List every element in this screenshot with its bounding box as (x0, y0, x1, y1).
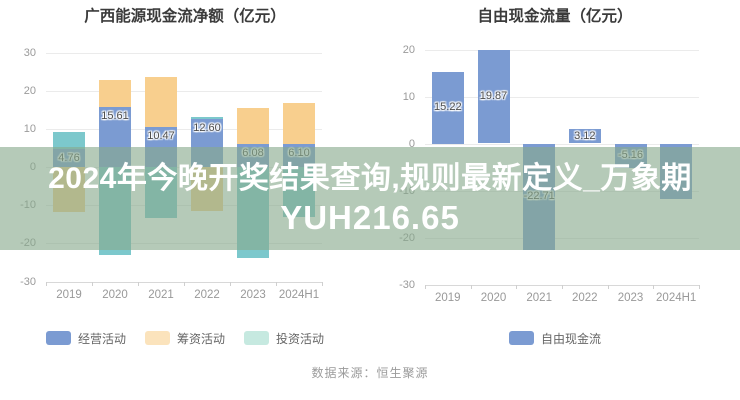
x-axis-tick (184, 281, 185, 286)
bar-value-label: 12.60 (193, 121, 221, 134)
x-axis-tick (276, 281, 277, 286)
watermark-text-line2: YUH216.65 (280, 198, 460, 236)
y-axis-tick-label: -30 (399, 278, 415, 291)
bar-segment-筹资活动 (145, 76, 177, 128)
right-chart-legend: 自由现金流 (370, 330, 740, 346)
y-axis-tick-label: -30 (20, 275, 36, 288)
legend-swatch (45, 331, 71, 345)
gridline (425, 143, 699, 145)
gridline (425, 96, 699, 98)
x-axis-category-label: 2021 (526, 291, 552, 304)
x-axis-tick (653, 284, 655, 289)
x-axis-category-label: 2021 (148, 288, 174, 301)
legend-item-投资活动: 投资活动 (244, 330, 324, 347)
x-axis-category-label: 2022 (194, 288, 220, 301)
x-axis-tick (470, 284, 472, 289)
bar-segment-自由现金流 (477, 50, 510, 144)
legend-swatch (508, 331, 534, 345)
legend-item-经营活动: 经营活动 (45, 330, 126, 347)
x-axis-category-label: 2023 (617, 291, 644, 304)
legend-label: 筹资活动 (176, 331, 225, 346)
x-axis-category-label: 2022 (572, 291, 598, 304)
gridline (46, 52, 322, 54)
left-chart-title: 广西能源现金流净额（亿元） (84, 8, 286, 25)
gridline (425, 49, 699, 51)
x-axis-tick (699, 284, 700, 289)
bar-value-label: 3.12 (574, 129, 596, 142)
legend-label: 经营活动 (77, 331, 126, 346)
x-axis-tick (230, 281, 231, 286)
x-axis-category-label: 2019 (56, 288, 82, 301)
gridline (46, 90, 322, 92)
y-axis-tick-label: 30 (23, 46, 36, 59)
x-axis-category-label: 2020 (480, 291, 507, 304)
bar-segment-筹资活动 (283, 103, 315, 144)
x-axis-category-label: 2024H1 (278, 288, 320, 301)
x-axis-tick (322, 281, 323, 286)
bar-segment-筹资活动 (237, 107, 269, 144)
legend-item-自由现金流: 自由现金流 (508, 330, 601, 347)
bar-value-label: 19.87 (479, 90, 508, 103)
bar-value-label: 10.47 (147, 130, 175, 142)
bar-segment-筹资活动 (99, 80, 131, 108)
y-axis-tick-label: 10 (402, 90, 415, 103)
data-source-caption: 数据来源：恒生聚源 (311, 366, 429, 380)
legend-swatch (144, 331, 170, 345)
x-axis-category-label: 2019 (435, 291, 461, 304)
x-axis-tick (425, 284, 426, 289)
y-axis-tick-label: 10 (23, 122, 36, 135)
bar-segment-投资活动 (53, 132, 85, 149)
watermark-overlay-band: 2024年今晚开奖结果查询,规则最新定义_万象期 YUH216.65 (0, 147, 740, 250)
bar-segment-自由现金流 (568, 128, 601, 144)
right-chart-title: 自由现金流量（亿元） (477, 8, 633, 25)
x-axis-tick (92, 281, 93, 286)
legend-swatch (244, 331, 269, 345)
y-axis-tick-label: 20 (402, 43, 415, 56)
legend-item-筹资活动: 筹资活动 (144, 330, 225, 347)
x-axis-tick (562, 284, 563, 289)
bar-segment-投资活动 (191, 116, 223, 119)
x-axis-tick (138, 281, 139, 286)
gridline (46, 128, 322, 130)
x-axis-tick (46, 281, 47, 286)
y-axis-tick-label: 0 (408, 137, 415, 150)
bar-value-label: 15.61 (101, 110, 129, 123)
x-axis-category-label: 2024H1 (656, 291, 697, 304)
legend-label: 自由现金流 (540, 331, 601, 346)
y-axis-tick-label: 20 (23, 84, 36, 97)
bar-value-label: 15.22 (434, 101, 462, 114)
left-chart-legend: 经营活动 筹资活动 投资活动 (0, 330, 370, 346)
bar-segment-自由现金流 (431, 72, 464, 144)
x-axis-tick (516, 284, 518, 289)
watermark-text-line1: 2024年今晚开奖结果查询,规则最新定义_万象期 (48, 161, 692, 195)
x-axis-category-label: 2020 (102, 288, 128, 301)
x-axis-category-label: 2023 (240, 288, 266, 301)
x-axis-tick (607, 284, 609, 289)
legend-label: 投资活动 (276, 331, 325, 346)
